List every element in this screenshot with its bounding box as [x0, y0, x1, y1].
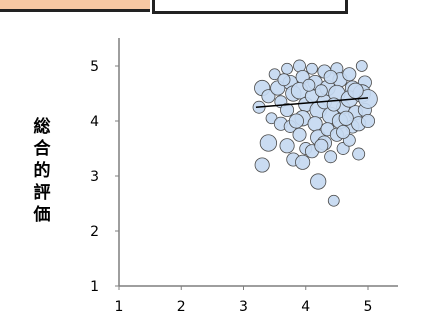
data-point — [338, 110, 354, 126]
y-tick-label: 1 — [90, 279, 99, 295]
data-point — [355, 60, 368, 72]
data-point — [288, 113, 304, 129]
y-tick-label: 2 — [90, 224, 99, 240]
data-point — [281, 62, 293, 75]
x-tick-label: 3 — [239, 299, 248, 315]
data-point — [314, 138, 329, 153]
data-point — [314, 84, 328, 98]
data-point — [254, 157, 270, 173]
data-point — [347, 82, 364, 99]
data-point — [336, 125, 351, 140]
y-tick-label: 3 — [90, 169, 99, 185]
top-strip — [0, 0, 436, 14]
data-point — [280, 103, 295, 118]
chart-container: 1 2 3 4 5 1 2 3 4 5 総合的評価 — [0, 16, 436, 327]
data-point — [310, 173, 327, 190]
data-point — [360, 114, 375, 129]
data-point — [323, 70, 338, 85]
data-point — [259, 134, 278, 152]
trend-line — [255, 97, 369, 108]
top-left-cell — [0, 0, 150, 12]
data-point — [306, 62, 318, 75]
x-tick-label: 1 — [115, 299, 124, 315]
data-point — [352, 147, 366, 161]
data-point — [279, 138, 295, 154]
data-point — [324, 150, 338, 164]
data-point — [302, 78, 316, 92]
y-axis-label: 総合的評価 — [33, 117, 51, 225]
x-tick-label: 2 — [177, 299, 186, 315]
x-tick-label: 5 — [364, 299, 373, 315]
y-tick-label: 4 — [90, 114, 99, 130]
y-tick-label: 5 — [90, 59, 99, 75]
data-point — [292, 127, 307, 142]
data-point — [342, 67, 357, 82]
x-tick-label: 4 — [301, 299, 310, 315]
data-point — [277, 73, 291, 87]
data-point — [307, 116, 323, 132]
data-point — [261, 89, 276, 104]
scatter-chart: 1 2 3 4 5 1 2 3 4 5 — [90, 38, 398, 315]
data-point — [295, 154, 311, 170]
data-point — [268, 68, 281, 81]
data-point — [327, 194, 340, 207]
top-right-cell — [152, 0, 348, 14]
